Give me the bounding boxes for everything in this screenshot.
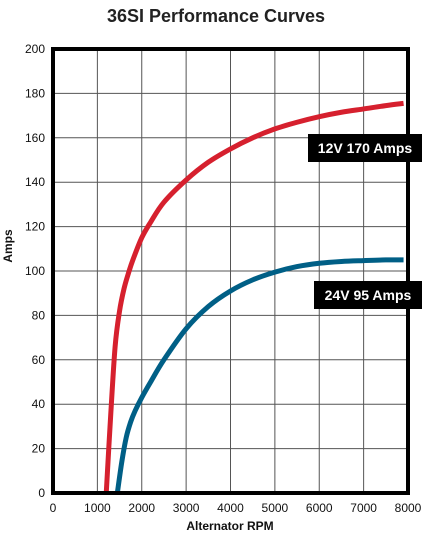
y-tick-label: 180 <box>25 86 45 100</box>
x-axis-label: Alternator RPM <box>186 519 273 533</box>
series-label-text: 24V 95 Amps <box>325 287 412 303</box>
x-tick-label: 0 <box>50 501 57 515</box>
series-label-12v: 12V 170 Amps <box>308 134 422 162</box>
tick-labels: 0 1000 2000 3000 4000 5000 6000 7000 8000 0 20 40 60… <box>25 42 422 515</box>
y-axis-label: Amps <box>1 229 15 263</box>
series-labels: 12V 170 Amps 24V 95 Amps <box>308 134 422 309</box>
chart-title: 36SI Performance Curves <box>107 6 325 26</box>
y-tick-label: 40 <box>32 397 46 411</box>
series-line-12v <box>103 100 404 494</box>
x-tick-label: 6000 <box>306 501 333 515</box>
series-label-background <box>308 134 422 162</box>
plot-frame <box>51 47 410 495</box>
x-tick-label: 7000 <box>350 501 377 515</box>
x-tick-label: 3000 <box>173 501 200 515</box>
y-tick-label: 60 <box>32 353 46 367</box>
x-tick-label: 4000 <box>217 501 244 515</box>
y-tick-label: 80 <box>32 308 46 322</box>
y-tick-label: 200 <box>25 42 45 56</box>
x-tick-label: 8000 <box>395 501 422 515</box>
series-line-24v <box>114 257 404 494</box>
series-lines <box>103 100 404 494</box>
grid <box>52 48 409 494</box>
series-label-text: 12V 170 Amps <box>318 140 413 156</box>
y-tick-label: 0 <box>38 486 45 500</box>
x-tick-label: 2000 <box>128 501 155 515</box>
series-label-24v: 24V 95 Amps <box>314 281 422 309</box>
series-label-background <box>314 281 422 309</box>
y-tick-label: 140 <box>25 175 45 189</box>
x-tick-label: 1000 <box>84 501 111 515</box>
y-tick-label: 160 <box>25 131 45 145</box>
y-tick-label: 120 <box>25 220 45 234</box>
y-tick-label: 20 <box>32 442 46 456</box>
x-tick-label: 5000 <box>262 501 289 515</box>
y-tick-label: 100 <box>25 264 45 278</box>
